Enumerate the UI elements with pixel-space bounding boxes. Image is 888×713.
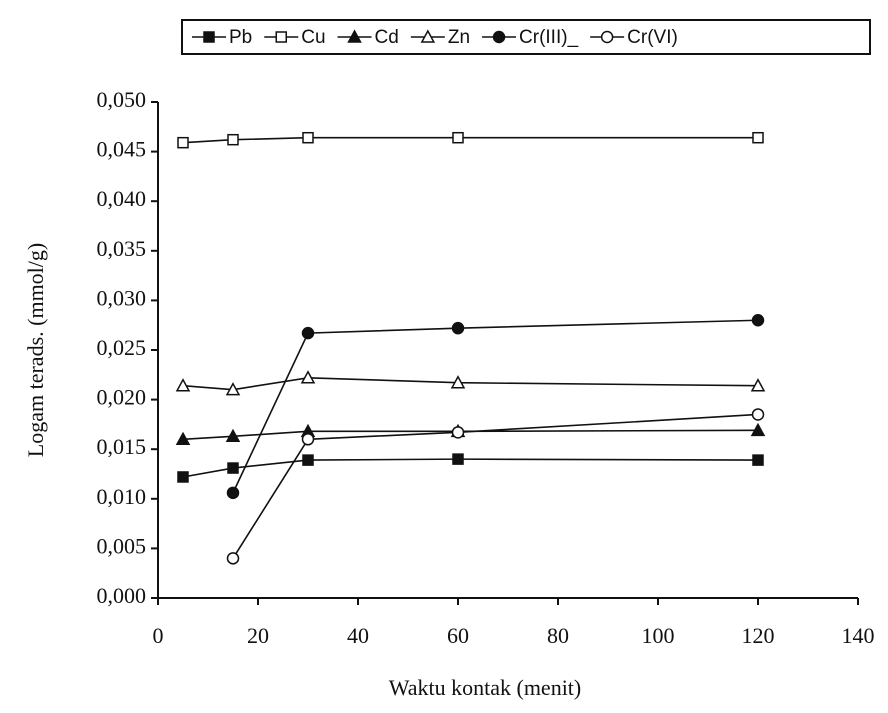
y-tick-label: 0,005: [97, 533, 147, 558]
legend-label: Cu: [301, 27, 325, 48]
marker: [301, 433, 315, 446]
x-tick-label: 140: [842, 623, 875, 648]
legend: Pb Cu Cd Zn Cr(III)_ Cr(VI): [181, 19, 871, 55]
y-tick-label: 0,010: [97, 484, 147, 509]
series-line: [232, 319, 759, 494]
marker: [600, 30, 614, 44]
marker: [225, 428, 241, 443]
y-tick-label: 0,015: [97, 434, 147, 459]
marker: [225, 382, 241, 396]
y-tick-label: 0,025: [97, 335, 147, 360]
marker: [175, 431, 191, 446]
marker: [301, 326, 315, 340]
marker: [452, 131, 464, 144]
marker: [177, 136, 189, 149]
marker: [302, 131, 314, 144]
marker: [752, 131, 764, 144]
y-tick-label: 0,020: [97, 385, 147, 410]
marker: [226, 486, 240, 500]
marker: [750, 378, 766, 392]
x-tick-label: 40: [347, 623, 369, 648]
y-tick-label: 0,030: [97, 285, 147, 310]
marker: [420, 29, 436, 43]
series-line: [182, 136, 758, 144]
x-tick-label: 100: [642, 623, 675, 648]
x-axis-title: Waktu kontak (menit): [389, 675, 582, 700]
marker: [451, 321, 465, 335]
y-tick-label: 0,035: [97, 236, 147, 261]
x-tick-label: 60: [447, 623, 469, 648]
marker: [751, 313, 765, 327]
x-tick-label: 80: [547, 623, 569, 648]
marker: [227, 462, 239, 474]
x-tick-label: 120: [742, 623, 775, 648]
marker: [752, 454, 764, 466]
marker: [175, 378, 191, 392]
y-tick-label: 0,000: [97, 583, 147, 608]
series-line: [182, 458, 759, 478]
marker: [275, 31, 287, 43]
x-tick-label: 20: [247, 623, 269, 648]
marker: [177, 471, 189, 483]
series-line: [232, 413, 759, 559]
marker: [451, 426, 465, 439]
marker: [227, 133, 239, 146]
marker: [203, 31, 215, 43]
marker: [750, 422, 766, 437]
marker: [300, 370, 316, 384]
marker: [450, 375, 466, 389]
y-axis-title: Logam terads. (mmol/g): [23, 243, 48, 457]
marker: [751, 408, 765, 421]
legend-label: Zn: [448, 27, 470, 48]
y-tick-label: 0,050: [97, 87, 147, 112]
marker: [347, 29, 362, 43]
marker: [226, 552, 240, 565]
marker: [452, 453, 464, 465]
marker: [492, 30, 506, 44]
marker: [302, 454, 314, 466]
y-tick-label: 0,045: [97, 137, 147, 162]
legend-label: Cr(VI): [627, 27, 678, 48]
legend-label: Cd: [375, 27, 399, 48]
legend-box: [181, 19, 871, 55]
legend-label: Cr(III)_: [519, 27, 579, 48]
x-tick-label: 0: [153, 623, 164, 648]
y-tick-label: 0,040: [97, 186, 147, 211]
series-line: [182, 376, 759, 391]
legend-label: Pb: [229, 27, 252, 48]
